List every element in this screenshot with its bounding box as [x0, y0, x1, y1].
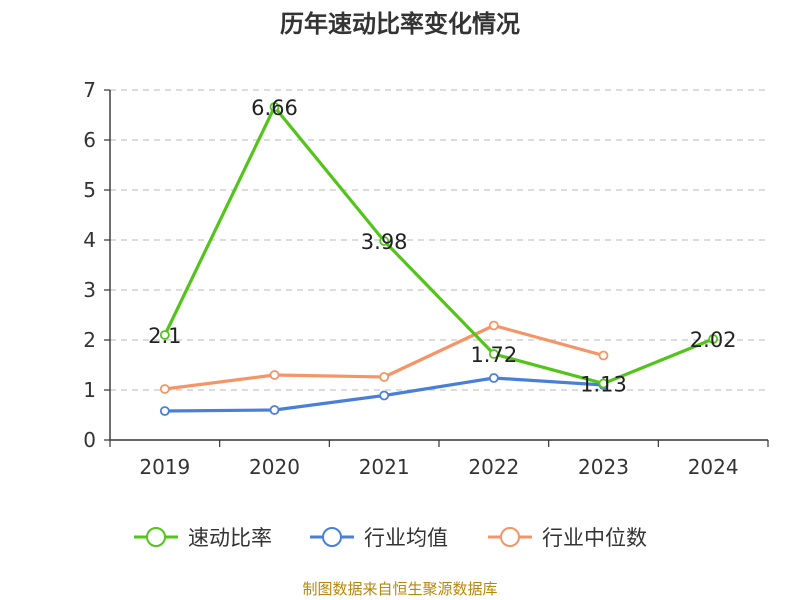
data-point: [598, 350, 609, 361]
y-tick-label: 1: [83, 378, 96, 402]
x-tick-label: 2024: [688, 455, 739, 479]
data-point: [598, 378, 609, 389]
chart-title: 历年速动比率变化情况: [280, 10, 520, 38]
y-tick-label: 2: [83, 328, 96, 352]
data-labels: 2.1 6.66 3.98 1.72 1.13 2.02: [148, 96, 736, 397]
x-axis-ticks: 2019 2020 2021 2022 2023 2024: [109, 440, 769, 479]
data-source-note: 制图数据来自恒生聚源数据库: [302, 580, 498, 598]
data-point: [159, 330, 170, 340]
y-tick-label: 5: [83, 178, 96, 202]
x-tick-label: 2020: [249, 455, 300, 479]
grid-lines: [110, 89, 768, 391]
series-points: [159, 102, 719, 416]
data-label: 2.1: [148, 324, 181, 348]
legend-marker: [500, 527, 520, 547]
y-tick-label: 6: [83, 128, 96, 152]
data-point: [159, 384, 170, 394]
x-tick-label: 2022: [468, 455, 519, 479]
data-point: [708, 334, 719, 344]
data-label: 1.72: [470, 343, 517, 367]
data-label: 6.66: [251, 96, 298, 120]
legend-label: 速动比率: [188, 526, 272, 550]
data-label: 2.02: [690, 328, 737, 352]
x-tick-label: 2021: [359, 455, 410, 479]
data-point: [488, 373, 499, 383]
data-point: [488, 349, 499, 359]
y-axis-ticks: 0 1 2 3 4 5 6 7: [83, 78, 110, 452]
data-point: [488, 320, 499, 331]
data-point: [269, 370, 280, 380]
data-point: [379, 372, 390, 382]
series-line: [163, 105, 714, 386]
legend-marker: [322, 527, 342, 547]
data-point: [159, 406, 170, 416]
y-tick-label: 0: [83, 428, 96, 452]
legend: 速动比率 行业均值 行业中位数: [134, 526, 647, 550]
x-tick-label: 2023: [578, 455, 629, 479]
legend-label: 行业中位数: [542, 526, 647, 550]
x-tick-label: 2019: [139, 455, 190, 479]
data-point: [269, 102, 280, 112]
y-tick-label: 4: [83, 228, 96, 252]
series-lines: [163, 105, 714, 413]
y-tick-label: 3: [83, 278, 96, 302]
data-point: [269, 405, 280, 415]
data-point: [379, 236, 390, 246]
data-label: 1.13: [580, 373, 627, 397]
legend-label: 行业均值: [364, 526, 448, 550]
y-tick-label: 7: [83, 78, 96, 102]
legend-marker: [146, 527, 166, 547]
data-label: 3.98: [361, 230, 408, 254]
data-point: [379, 390, 390, 401]
